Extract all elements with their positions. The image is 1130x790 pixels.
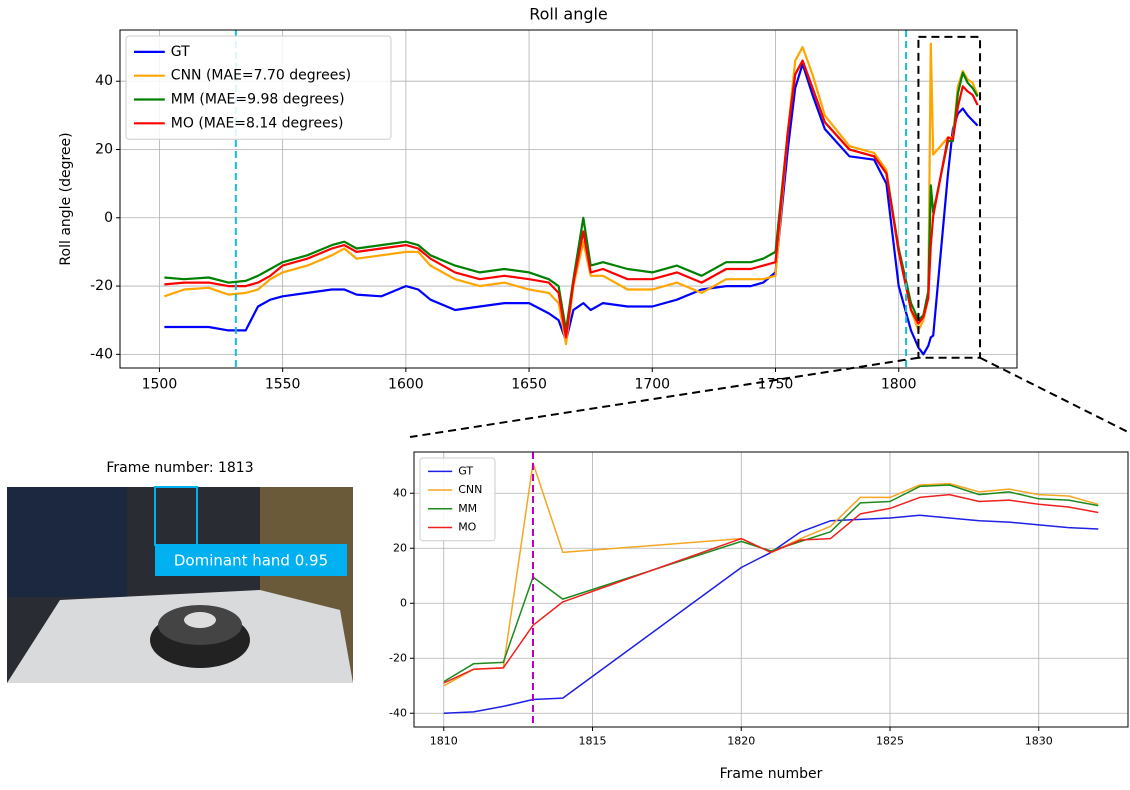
series-line <box>443 493 1099 684</box>
x-tick-label: 1550 <box>265 376 301 392</box>
x-tick-label: 1815 <box>579 735 607 748</box>
x-axis-label: Frame number <box>720 766 823 782</box>
legend-label: MO (MAE=8.14 degrees) <box>171 115 344 131</box>
y-tick-label: 40 <box>95 73 113 89</box>
legend-label: MM (MAE=9.98 degrees) <box>171 92 345 108</box>
y-tick-label: 0 <box>104 210 113 226</box>
zoom-box <box>917 35 982 359</box>
detection-label-bg <box>155 544 347 576</box>
legend-label: GT <box>458 464 473 477</box>
y-tick-label: -20 <box>389 651 407 664</box>
legend-box <box>125 35 392 140</box>
legend-box <box>419 457 496 542</box>
x-tick-label: 1500 <box>142 376 178 392</box>
legend-label: MO <box>458 520 476 533</box>
y-tick-label: 20 <box>95 141 113 157</box>
y-axis-label: Roll angle (degree) <box>58 132 74 265</box>
plot-frame <box>119 29 1018 369</box>
y-tick-label: 40 <box>393 486 407 499</box>
series-line <box>164 59 979 332</box>
x-tick-label: 1810 <box>430 735 458 748</box>
series-line <box>443 484 1099 683</box>
series-line <box>443 462 1099 687</box>
y-tick-label: -20 <box>90 278 113 294</box>
legend-label: CNN <box>458 483 482 496</box>
chart-title: Roll angle <box>529 5 608 24</box>
legend-label: MM <box>458 502 477 515</box>
x-tick-label: 1600 <box>388 376 424 392</box>
legend-label: GT <box>171 44 190 60</box>
y-tick-label: 0 <box>400 596 407 609</box>
zoom-connector <box>409 356 919 438</box>
series-line <box>164 62 979 356</box>
x-tick-label: 1830 <box>1025 735 1053 748</box>
x-tick-label: 1825 <box>876 735 904 748</box>
x-tick-label: 1700 <box>634 376 670 392</box>
y-tick-label: 20 <box>393 541 407 554</box>
photo-panel: Frame number: 1813 Dominant hand 0.95 <box>7 460 353 683</box>
y-tick-label: -40 <box>90 346 113 362</box>
detection-label: Dominant hand 0.95 <box>174 552 328 570</box>
x-tick-label: 1820 <box>727 735 755 748</box>
y-tick-label: -40 <box>389 706 407 719</box>
legend-label: CNN (MAE=7.70 degrees) <box>171 68 351 84</box>
zoom-connector <box>979 356 1129 433</box>
photo-device-center <box>184 612 216 628</box>
x-tick-label: 1650 <box>511 376 547 392</box>
photo-carpet <box>7 487 127 597</box>
series-line <box>443 514 1099 715</box>
x-tick-label: 1800 <box>881 376 917 392</box>
series-line <box>164 59 979 339</box>
photo-caption: Frame number: 1813 <box>106 460 253 476</box>
x-tick-label: 1750 <box>758 376 794 392</box>
plot-frame <box>413 451 1129 728</box>
